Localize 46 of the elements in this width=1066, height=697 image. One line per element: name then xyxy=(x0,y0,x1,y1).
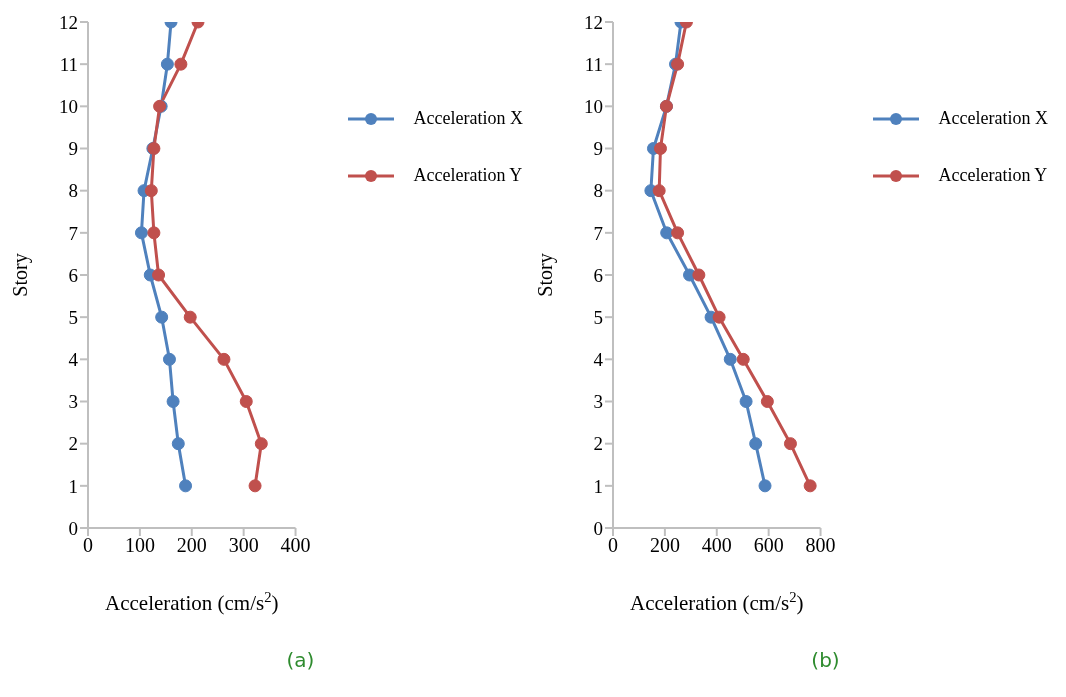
x-tick-label: 0 xyxy=(83,534,93,557)
y-tick-label: 1 xyxy=(68,475,78,497)
y-tick-label: 8 xyxy=(593,180,603,202)
y-tick-label: 4 xyxy=(68,349,79,371)
y-tick-label: 6 xyxy=(593,264,603,286)
y-tick-label: 6 xyxy=(68,264,78,286)
x-tick-label: 0 xyxy=(608,534,618,557)
y-tick-label: 11 xyxy=(584,53,603,75)
text: (a) xyxy=(285,648,316,672)
y-axis-title: Story xyxy=(9,253,33,297)
y-tick-label: 9 xyxy=(68,138,78,160)
x-axis-title: Acceleration (cm/s$^{2}$) xyxy=(105,589,279,615)
y-tick-label: 0 xyxy=(68,517,78,539)
x-tick-label: 200 xyxy=(176,534,207,557)
y-tick-label: 5 xyxy=(593,306,603,328)
legend-label: Acceleration X xyxy=(938,108,1048,129)
y-tick-label: 9 xyxy=(593,138,603,160)
x-tick-label: 800 xyxy=(805,534,836,557)
y-tick-label: 11 xyxy=(59,53,78,75)
legend-label: Acceleration Y xyxy=(413,165,523,186)
x-tick-label: 400 xyxy=(701,534,732,557)
y-tick-label: 2 xyxy=(68,433,78,455)
y-axis-title: Story xyxy=(534,253,558,297)
y-tick-label: 3 xyxy=(68,391,78,413)
x-tick-label: 400 xyxy=(280,534,311,557)
x-tick-label: 100 xyxy=(124,534,155,557)
y-tick-label: 7 xyxy=(68,222,78,244)
y-tick-label: 7 xyxy=(593,222,603,244)
text: (b) xyxy=(810,648,841,672)
y-tick-label: 12 xyxy=(584,11,603,33)
y-tick-label: 5 xyxy=(68,306,78,328)
x-tick-label: 200 xyxy=(649,534,680,557)
x-tick-label: 600 xyxy=(753,534,784,557)
y-tick-label: 3 xyxy=(593,391,603,413)
y-tick-label: 0 xyxy=(593,517,603,539)
y-tick-label: 10 xyxy=(59,96,78,118)
y-tick-label: 8 xyxy=(68,180,78,202)
y-tick-label: 10 xyxy=(584,96,603,118)
y-tick-label: 1 xyxy=(593,475,603,497)
x-axis-title: Acceleration (cm/s$^{2}$) xyxy=(630,589,804,615)
y-tick-label: 2 xyxy=(593,433,603,455)
x-tick-label: 300 xyxy=(228,534,259,557)
legend-label: Acceleration X xyxy=(413,108,523,129)
y-tick-label: 12 xyxy=(59,11,78,33)
y-tick-label: 4 xyxy=(593,349,604,371)
legend-label: Acceleration Y xyxy=(938,165,1048,186)
